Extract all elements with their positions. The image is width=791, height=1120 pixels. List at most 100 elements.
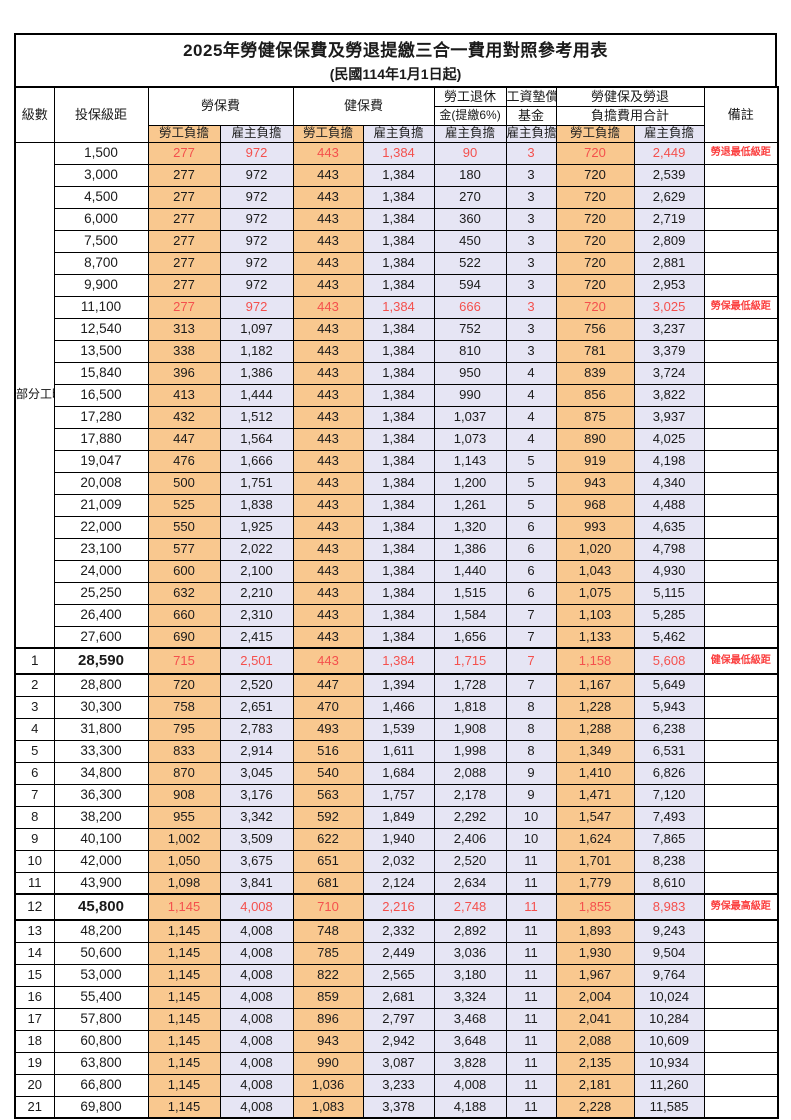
total-employer-cell: 5,649 (633, 673, 705, 697)
level-cell: 1 (14, 647, 55, 675)
table-body: 部分工時1,5002779724431,3849037202,449勞退最低級距… (14, 141, 779, 1119)
remark-cell (703, 1007, 779, 1031)
wage-fund-employer-cell: 6 (505, 515, 557, 539)
subheader-health-employee: 勞工負擔 (292, 124, 364, 143)
labor-employer-cell: 1,751 (219, 471, 294, 495)
bracket-cell: 21,009 (53, 493, 149, 517)
col-header-wage-fund-line2: 基金 (505, 105, 557, 126)
wage-fund-employer-cell: 8 (505, 717, 557, 741)
wage-fund-employer-cell: 3 (505, 339, 557, 363)
bracket-cell: 11,100 (53, 295, 149, 319)
health-employer-cell: 1,757 (362, 783, 435, 807)
bracket-cell: 16,500 (53, 383, 149, 407)
health-employer-cell: 1,384 (362, 383, 435, 407)
health-employer-cell: 1,384 (362, 295, 435, 319)
total-employee-cell: 1,349 (555, 739, 635, 763)
subheader-labor-employee: 勞工負擔 (147, 124, 221, 143)
bracket-cell: 17,880 (53, 427, 149, 451)
total-employee-cell: 1,103 (555, 603, 635, 627)
col-header-total-line2: 負擔費用合計 (555, 105, 705, 126)
wage-fund-employer-cell: 5 (505, 493, 557, 517)
labor-employer-cell: 4,008 (219, 1051, 294, 1075)
labor-employer-cell: 4,008 (219, 1073, 294, 1097)
labor-employee-cell: 277 (147, 185, 221, 209)
health-employer-cell: 2,797 (362, 1007, 435, 1031)
level-cell: 7 (14, 783, 55, 807)
wage-fund-employer-cell: 11 (505, 1051, 557, 1075)
health-employer-cell: 1,384 (362, 339, 435, 363)
health-employer-cell: 1,384 (362, 537, 435, 561)
table-row: 17,280 432 1,512 443 1,384 1,037 4 875 3,937 (15, 405, 779, 429)
health-employee-cell: 443 (292, 603, 364, 627)
labor-employee-cell: 600 (147, 559, 221, 583)
table-row: 1 28,590 715 2,501 443 1,384 1,715 7 1,158 5,608 健… (14, 647, 779, 675)
wage-fund-employer-cell: 11 (505, 871, 557, 895)
labor-employee-cell: 413 (147, 383, 221, 407)
total-employer-cell: 10,284 (633, 1007, 705, 1031)
wage-fund-employer-cell: 3 (505, 295, 557, 319)
health-employer-cell: 1,384 (362, 273, 435, 297)
health-employee-cell: 943 (292, 1029, 364, 1053)
bracket-cell: 60,800 (53, 1029, 149, 1053)
labor-employee-cell: 870 (147, 761, 221, 785)
wage-fund-employer-cell: 8 (505, 695, 557, 719)
table-row: 15,840 396 1,386 443 1,384 950 4 839 3,724 (15, 361, 779, 385)
remark-cell (703, 361, 779, 385)
labor-employer-cell: 972 (219, 185, 294, 209)
table-row: 18 60,800 1,145 4,008 943 2,942 3,648 11 2,088 10… (14, 1029, 779, 1053)
total-employer-cell: 8,983 (633, 893, 705, 921)
total-employee-cell: 1,410 (555, 761, 635, 785)
wage-fund-employer-cell: 11 (505, 941, 557, 965)
pension-employer-cell: 2,892 (433, 919, 507, 943)
health-employee-cell: 443 (292, 581, 364, 605)
pension-employer-cell: 90 (433, 141, 507, 165)
wage-fund-employer-cell: 11 (505, 919, 557, 943)
total-employee-cell: 1,471 (555, 783, 635, 807)
labor-employer-cell: 3,045 (219, 761, 294, 785)
total-employee-cell: 1,779 (555, 871, 635, 895)
wage-fund-employer-cell: 6 (505, 559, 557, 583)
wage-fund-employer-cell: 4 (505, 427, 557, 451)
labor-employer-cell: 1,925 (219, 515, 294, 539)
health-employee-cell: 470 (292, 695, 364, 719)
level-cell: 16 (14, 985, 55, 1009)
remark-cell: 勞保最低級距 (703, 295, 779, 319)
pension-employer-cell: 752 (433, 317, 507, 341)
labor-employer-cell: 4,008 (219, 1029, 294, 1053)
total-employer-cell: 8,610 (633, 871, 705, 895)
health-employee-cell: 443 (292, 405, 364, 429)
labor-employee-cell: 313 (147, 317, 221, 341)
health-employee-cell: 493 (292, 717, 364, 741)
level-cell: 15 (14, 963, 55, 987)
labor-employer-cell: 972 (219, 229, 294, 253)
remark-cell (703, 1029, 779, 1053)
labor-employer-cell: 3,841 (219, 871, 294, 895)
bracket-cell: 26,400 (53, 603, 149, 627)
total-employee-cell: 856 (555, 383, 635, 407)
wage-fund-employer-cell: 3 (505, 251, 557, 275)
labor-employee-cell: 758 (147, 695, 221, 719)
remark-cell (703, 871, 779, 895)
bracket-cell: 7,500 (53, 229, 149, 253)
pension-employer-cell: 270 (433, 185, 507, 209)
bracket-cell: 31,800 (53, 717, 149, 741)
total-employee-cell: 2,181 (555, 1073, 635, 1097)
pension-employer-cell: 360 (433, 207, 507, 231)
remark-cell (703, 273, 779, 297)
health-employee-cell: 443 (292, 559, 364, 583)
table-row: 12,540 313 1,097 443 1,384 752 3 756 3,237 (15, 317, 779, 341)
bracket-cell: 66,800 (53, 1073, 149, 1097)
level-cell: 20 (14, 1073, 55, 1097)
col-header-labor-insurance: 勞保費 (147, 86, 294, 126)
pension-employer-cell: 1,656 (433, 625, 507, 649)
total-employer-cell: 9,243 (633, 919, 705, 943)
bracket-cell: 48,200 (53, 919, 149, 943)
labor-employer-cell: 1,182 (219, 339, 294, 363)
labor-employee-cell: 277 (147, 273, 221, 297)
bracket-cell: 50,600 (53, 941, 149, 965)
labor-employer-cell: 2,100 (219, 559, 294, 583)
total-employer-cell: 2,629 (633, 185, 705, 209)
total-employee-cell: 2,004 (555, 985, 635, 1009)
labor-employee-cell: 1,145 (147, 1029, 221, 1053)
pension-employer-cell: 4,008 (433, 1073, 507, 1097)
